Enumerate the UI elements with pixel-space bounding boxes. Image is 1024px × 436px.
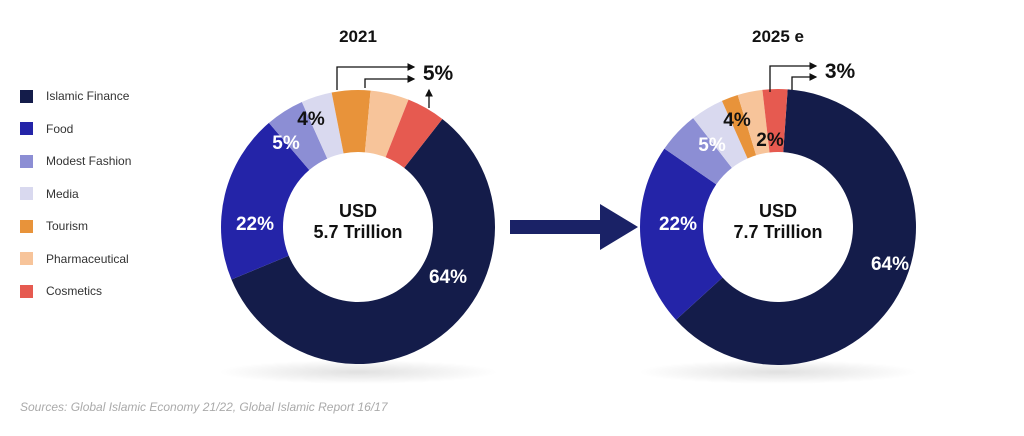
label-food-2025: 22% — [658, 214, 698, 235]
label-pharma-cosmetics-2025: 3% — [824, 60, 856, 83]
center-label-2025: USD 7.7 Trillion — [733, 201, 822, 243]
legend-swatch — [20, 122, 33, 136]
shadow — [638, 360, 918, 384]
legend-item-pharmaceutical: Pharmaceutical — [20, 243, 131, 276]
label-food-2021: 22% — [235, 214, 275, 235]
label-tourism-pharma-cosmetics-2021: 5% — [422, 62, 454, 85]
segment-islamic-finance — [231, 119, 496, 365]
segment-tourism — [721, 95, 757, 159]
legend-swatch — [20, 89, 33, 103]
legend-item-islamic-finance: Islamic Finance — [20, 80, 131, 113]
legend-item-food: Food — [20, 113, 131, 146]
legend-item-media: Media — [20, 178, 131, 211]
donut-2021 — [221, 90, 496, 365]
label-media-2025: 4% — [723, 110, 751, 131]
legend-label: Modest Fashion — [46, 154, 132, 169]
label-finance-2025: 64% — [870, 254, 910, 275]
legend-label: Islamic Finance — [46, 89, 130, 104]
segment-islamic-finance — [675, 89, 917, 365]
legend-item-modest-fashion: Modest Fashion — [20, 145, 131, 178]
source-note: Sources: Global Islamic Economy 21/22, G… — [20, 400, 388, 414]
segment-cosmetics — [762, 89, 788, 153]
legend-swatch — [20, 187, 33, 201]
segment-modest-fashion — [664, 118, 732, 185]
shadow — [218, 360, 498, 384]
label-fashion-2025: 5% — [698, 135, 726, 156]
legend-swatch — [20, 284, 33, 298]
label-finance-2021: 64% — [428, 267, 468, 288]
leader-lines — [336, 62, 818, 108]
legend-label: Cosmetics — [46, 284, 103, 299]
legend-item-tourism: Tourism — [20, 210, 131, 243]
segment-cosmetics — [385, 99, 443, 168]
center-label-2021: USD 5.7 Trillion — [313, 201, 402, 243]
label-media-2021: 4% — [297, 109, 325, 130]
legend-swatch — [20, 219, 33, 233]
segment-tourism — [331, 90, 371, 154]
legend-label: Food — [46, 121, 74, 136]
segment-media — [693, 100, 748, 168]
legend: Islamic Finance Food Modest Fashion Medi… — [20, 80, 131, 308]
segment-modest-fashion — [268, 102, 328, 171]
label-fashion-2021: 5% — [272, 133, 300, 154]
legend-label: Pharmaceutical — [46, 251, 129, 266]
chart-title-2021: 2021 — [339, 27, 377, 46]
legend-label: Media — [46, 186, 79, 201]
total: 5.7 Trillion — [313, 222, 403, 242]
currency: USD — [758, 201, 797, 221]
legend-swatch — [20, 154, 33, 168]
segment-pharmaceutical — [364, 90, 409, 158]
segment-pharmaceutical — [737, 89, 770, 156]
arrow-icon — [510, 204, 638, 250]
segment-food — [640, 148, 723, 320]
legend-swatch — [20, 252, 33, 266]
chart-title-2025: 2025 e — [752, 27, 804, 46]
label-tourism-2025: 2% — [756, 130, 784, 151]
legend-label: Tourism — [46, 219, 89, 234]
donut-2025 — [640, 89, 917, 365]
segment-media — [301, 92, 344, 159]
currency: USD — [338, 201, 377, 221]
total: 7.7 Trillion — [733, 222, 823, 242]
segment-food — [221, 122, 310, 280]
legend-item-cosmetics: Cosmetics — [20, 275, 131, 308]
